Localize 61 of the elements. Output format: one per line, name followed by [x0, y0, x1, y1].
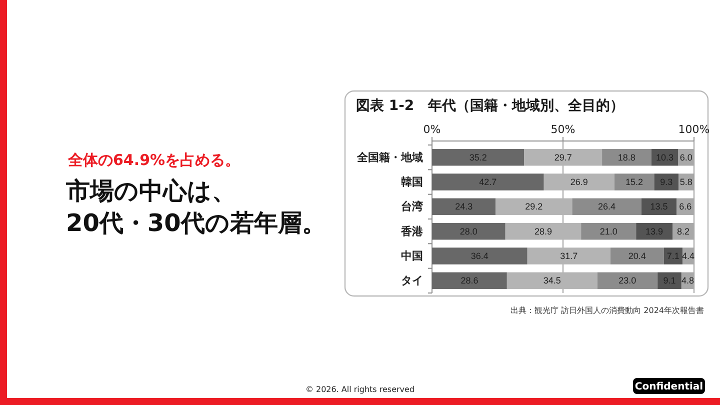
- source-note: 出典：観光庁 訪日外国人の消費動向 2024年次報告書: [510, 306, 704, 315]
- data-label: 21.0: [600, 226, 618, 236]
- data-label: 4.8: [681, 276, 694, 286]
- bar: [572, 198, 642, 216]
- bar: [506, 272, 598, 290]
- data-label: 6.6: [679, 202, 692, 212]
- y-tick-label: 韓国: [401, 176, 423, 188]
- bar: [581, 222, 636, 240]
- data-label: 34.5: [543, 276, 561, 286]
- bar: [432, 148, 524, 166]
- data-label: 20.4: [628, 251, 646, 261]
- bar: [432, 222, 506, 240]
- data-label: 18.8: [618, 152, 636, 162]
- data-label: 6.0: [680, 152, 692, 162]
- text: 全体の64.9%を占める。: [67, 151, 240, 169]
- bar: [432, 198, 496, 216]
- data-label: 26.4: [598, 202, 616, 212]
- data-label: 15.2: [626, 177, 644, 187]
- y-tick-label: 全国籍・地域: [356, 150, 423, 164]
- text: 20代・30代の若年層。: [66, 209, 326, 237]
- bar: [544, 174, 614, 190]
- bar: [432, 248, 528, 264]
- data-label: 23.0: [618, 276, 636, 286]
- bar: [432, 272, 507, 290]
- x-tick-label: 50%: [550, 123, 576, 136]
- data-label: 4.4: [682, 251, 694, 261]
- data-label: 26.9: [570, 177, 588, 187]
- data-label: 42.7: [479, 177, 497, 187]
- bar: [524, 148, 602, 166]
- data-label: 35.2: [469, 152, 487, 162]
- y-tick-label: 台湾: [401, 200, 424, 214]
- y-tick-label: タイ: [401, 274, 423, 288]
- data-label: 28.6: [460, 276, 478, 286]
- chart-title: 図表 1-2 年代（国籍・地域別、全目的）: [356, 98, 624, 114]
- x-tick-label: 100%: [678, 123, 710, 136]
- bar: [505, 222, 582, 240]
- bar: [658, 272, 682, 290]
- text: 市場の中心は、: [65, 177, 236, 205]
- data-label: 29.2: [525, 202, 543, 212]
- bar: [610, 248, 664, 264]
- data-label: 29.7: [554, 152, 572, 162]
- data-label: 36.4: [470, 251, 488, 261]
- data-label: 8.2: [677, 226, 690, 236]
- data-label: 28.9: [534, 226, 552, 236]
- bar: [664, 248, 682, 264]
- data-label: 24.3: [455, 202, 473, 212]
- bar: [602, 148, 652, 166]
- bar: [496, 198, 572, 216]
- y-tick-label: 香港: [400, 224, 424, 238]
- data-label: 28.0: [460, 226, 478, 236]
- data-label: 5.8: [680, 177, 692, 187]
- bar: [527, 248, 610, 264]
- y-tick-label: 中国: [401, 250, 423, 262]
- bar: [432, 174, 544, 190]
- bar: [597, 272, 658, 290]
- x-tick-label: 0%: [423, 123, 441, 136]
- bar: [654, 174, 679, 190]
- data-label: 31.7: [560, 251, 578, 261]
- text: © 2026. All rights reserved: [305, 385, 415, 394]
- text: Confidential: [634, 382, 704, 392]
- bar: [614, 174, 654, 190]
